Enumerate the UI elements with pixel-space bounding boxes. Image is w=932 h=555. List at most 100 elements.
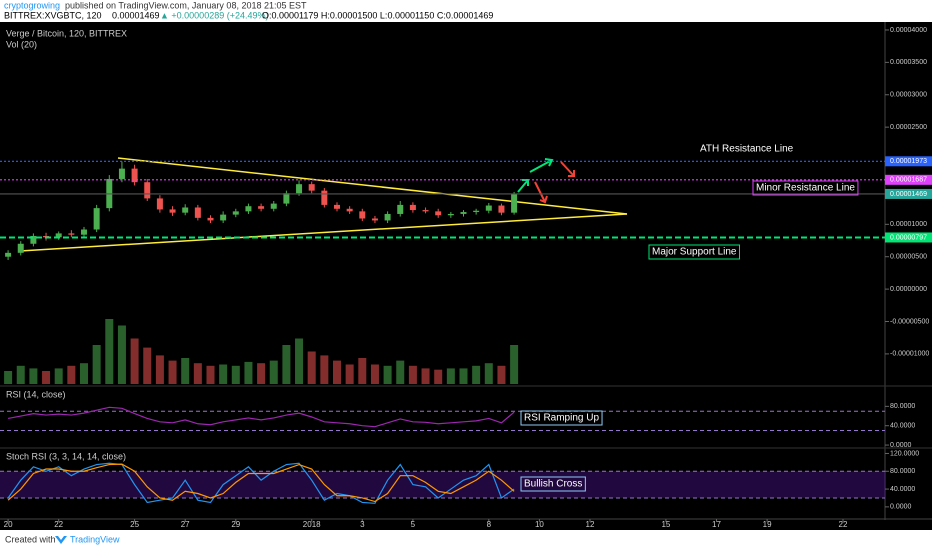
volume-bar bbox=[117, 325, 126, 384]
volume-bar bbox=[155, 355, 164, 384]
triangle-resistance bbox=[117, 157, 628, 215]
volume-bar bbox=[257, 363, 266, 384]
level-label-bg bbox=[885, 174, 932, 185]
change: ▲ +0.00000289 (+24.49%) bbox=[160, 10, 269, 20]
y-tick-label: 0.00000500 bbox=[890, 254, 927, 261]
candle-body bbox=[80, 229, 87, 235]
volume-bar bbox=[320, 355, 329, 384]
x-tick-label: 12 bbox=[586, 520, 595, 529]
annotation: Minor Resistance Line bbox=[756, 183, 855, 194]
y-tick-label: 0.0000 bbox=[890, 442, 912, 449]
level-label: 0.00001973 bbox=[890, 158, 927, 165]
x-tick-label: 22 bbox=[839, 520, 848, 529]
last-price: 0.00001469 bbox=[112, 10, 160, 20]
symbol: BITTREX:XVGBTC, 120 bbox=[4, 10, 102, 20]
volume-bar bbox=[484, 363, 493, 384]
chart-background bbox=[0, 22, 932, 530]
volume-bar bbox=[219, 364, 228, 384]
volume-bar bbox=[295, 338, 304, 384]
y-tick-label: 40.0000 bbox=[890, 486, 915, 493]
volume-bar bbox=[79, 363, 88, 384]
y-tick-label: 0.00003500 bbox=[890, 59, 927, 66]
x-tick-label: 20 bbox=[4, 520, 13, 529]
annotation-box bbox=[520, 410, 603, 426]
candle-body bbox=[397, 204, 404, 214]
pane-title: Stoch RSI (3, 3, 14, 14, close) bbox=[6, 451, 126, 461]
volume-bar bbox=[244, 361, 253, 384]
candle-body bbox=[485, 205, 492, 211]
x-tick-label: 15 bbox=[661, 520, 670, 529]
x-tick-label: 10 bbox=[535, 520, 544, 529]
volume-bar bbox=[143, 347, 152, 384]
x-tick-label: 29 bbox=[231, 520, 240, 529]
candle-body bbox=[118, 168, 125, 179]
annotation: Major Support Line bbox=[652, 247, 737, 258]
volume-bar bbox=[459, 368, 468, 384]
candle-body bbox=[144, 182, 151, 199]
y-tick-label: -0.00000500 bbox=[890, 318, 929, 325]
band-fill bbox=[0, 471, 885, 498]
x-tick-label: 8 bbox=[487, 520, 492, 529]
volume-bar bbox=[16, 365, 25, 384]
candle-body bbox=[422, 210, 429, 212]
ohlc: O:0.00001179 H:0.00001500 L:0.00001150 C… bbox=[262, 10, 493, 20]
y-tick-label: 0.00003000 bbox=[890, 92, 927, 99]
volume-bar bbox=[130, 338, 139, 384]
candle-body bbox=[296, 184, 303, 194]
candle-body bbox=[207, 217, 214, 221]
level-label-bg bbox=[885, 232, 932, 243]
candle-body bbox=[131, 168, 138, 183]
candle-body bbox=[169, 209, 176, 213]
annotation: Bullish Cross bbox=[524, 479, 582, 490]
volume-bar bbox=[370, 364, 379, 384]
footer-brand[interactable]: TradingView bbox=[70, 534, 120, 544]
candle-body bbox=[333, 204, 340, 209]
candle-body bbox=[232, 211, 239, 215]
scenario-arrows bbox=[517, 158, 575, 204]
volume-bar bbox=[193, 363, 202, 384]
candle-body bbox=[93, 208, 100, 230]
volume-bar bbox=[105, 319, 114, 384]
volume-bar bbox=[269, 360, 278, 384]
volume-bar bbox=[29, 368, 38, 384]
candle-body bbox=[182, 207, 189, 213]
triangle-support bbox=[19, 213, 628, 252]
volume-bar bbox=[472, 365, 481, 384]
candle-body bbox=[55, 233, 62, 238]
volume-bar bbox=[408, 365, 417, 384]
volume-bar bbox=[434, 369, 443, 384]
x-tick-label: 3 bbox=[360, 520, 365, 529]
published: published on TradingView.com, January 08… bbox=[65, 0, 307, 10]
author[interactable]: cryptogrowing bbox=[4, 0, 60, 10]
y-tick-label: 120.0000 bbox=[890, 450, 919, 457]
volume-bar bbox=[92, 345, 101, 384]
y-tick-label: 40.0000 bbox=[890, 423, 915, 430]
level-label: 0.00001469 bbox=[890, 191, 927, 198]
volume-bar bbox=[396, 360, 405, 384]
volume-bar bbox=[67, 365, 76, 384]
volume-bar bbox=[42, 371, 51, 384]
volume-bar bbox=[307, 351, 316, 384]
candle-body bbox=[321, 190, 328, 205]
x-tick-label: 19 bbox=[763, 520, 772, 529]
x-tick-label: 25 bbox=[130, 520, 139, 529]
x-tick-label: 27 bbox=[181, 520, 190, 529]
y-tick-label: 0.00004000 bbox=[890, 27, 927, 34]
volume-bar bbox=[231, 365, 240, 384]
volume-bar bbox=[358, 358, 367, 384]
candle-body bbox=[371, 218, 378, 221]
footer-text: Created with bbox=[5, 534, 56, 544]
volume-bar bbox=[497, 365, 506, 384]
level-label: 0.00000797 bbox=[890, 234, 927, 241]
pane-subtitle: Vol (20) bbox=[6, 39, 37, 49]
annotation-box bbox=[520, 476, 586, 492]
candle-body bbox=[511, 193, 518, 213]
indicator-line bbox=[7, 462, 515, 504]
volume-bar bbox=[282, 345, 291, 384]
volume-bar bbox=[446, 368, 455, 384]
candle-body bbox=[194, 207, 201, 218]
candle-body bbox=[460, 212, 467, 214]
logo bbox=[55, 536, 67, 544]
volume-bar bbox=[168, 360, 177, 384]
